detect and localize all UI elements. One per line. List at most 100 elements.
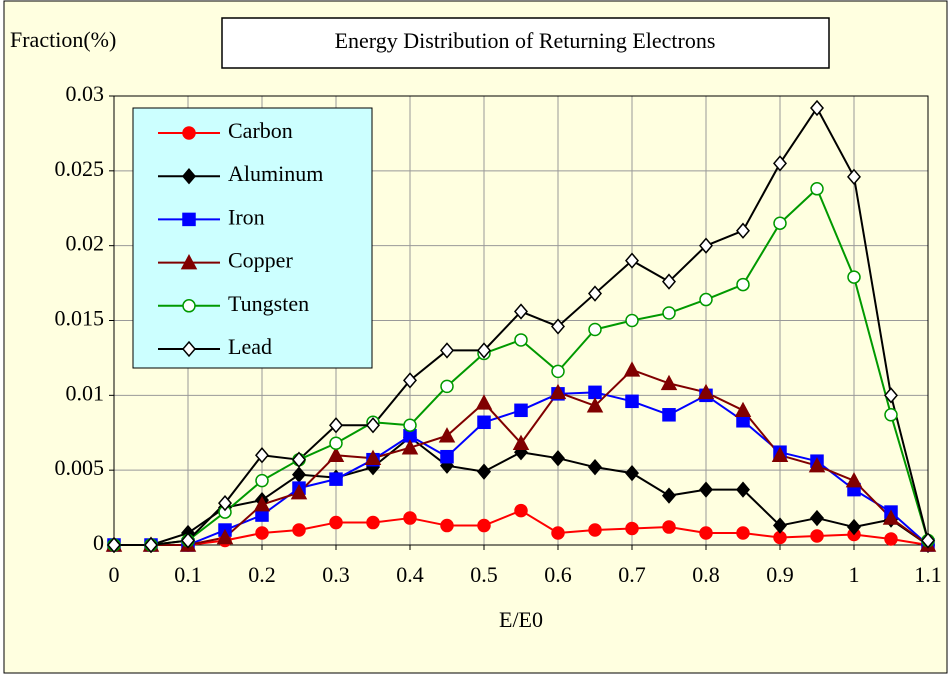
- marker: [327, 446, 345, 462]
- y-tick-label: 0.025: [55, 156, 105, 181]
- marker: [292, 451, 306, 468]
- x-tick-label: 0.6: [544, 562, 572, 587]
- title-box: [221, 17, 830, 69]
- legend-entries: Carbon Aluminum Iron Copper Tungsten Lead: [158, 118, 323, 359]
- marker: [662, 273, 676, 290]
- legend-label: Aluminum: [228, 161, 323, 186]
- marker: [845, 472, 863, 488]
- legend-label: Tungsten: [228, 291, 309, 316]
- x-tick-label: 0.5: [470, 562, 498, 587]
- marker: [773, 155, 787, 172]
- marker: [588, 385, 602, 400]
- marker: [182, 340, 196, 358]
- marker: [699, 237, 713, 254]
- marker: [884, 408, 898, 422]
- marker: [292, 523, 306, 537]
- y-tick-label: 0: [93, 530, 104, 555]
- x-tick-label: 1.1: [914, 562, 942, 587]
- marker: [255, 447, 269, 464]
- marker: [216, 528, 234, 545]
- x-tick-label: 0: [109, 562, 120, 587]
- marker: [662, 520, 676, 534]
- marker: [440, 342, 454, 359]
- y-tick-label: 0.015: [55, 306, 105, 331]
- marker: [366, 417, 380, 434]
- marker: [364, 449, 382, 465]
- marker: [810, 509, 824, 527]
- marker: [588, 285, 602, 302]
- marker: [403, 418, 417, 433]
- marker: [514, 303, 528, 320]
- marker: [514, 333, 528, 347]
- marker: [475, 394, 493, 410]
- marker: [551, 450, 565, 467]
- marker: [625, 465, 639, 482]
- marker: [477, 518, 491, 533]
- marker: [699, 292, 713, 307]
- marker: [255, 473, 269, 488]
- marker: [477, 463, 491, 480]
- legend-label: Carbon: [228, 118, 293, 143]
- marker: [586, 397, 604, 413]
- marker: [662, 408, 676, 422]
- marker: [734, 401, 752, 418]
- marker: [218, 494, 232, 512]
- marker: [736, 526, 750, 540]
- marker: [551, 526, 565, 540]
- marker: [625, 313, 639, 328]
- marker: [182, 299, 196, 313]
- marker: [549, 383, 567, 400]
- marker: [255, 526, 269, 540]
- marker: [514, 503, 528, 518]
- x-tick-label: 0.2: [248, 562, 276, 587]
- marker: [403, 372, 417, 389]
- marker: [329, 515, 343, 530]
- marker: [810, 99, 824, 117]
- marker: [847, 518, 861, 536]
- marker: [144, 536, 158, 554]
- x-tick-label: 0.4: [396, 562, 424, 587]
- marker: [403, 511, 417, 525]
- marker: [736, 481, 750, 498]
- marker: [847, 270, 861, 284]
- marker: [771, 446, 789, 462]
- marker: [438, 427, 456, 443]
- x-tick-label: 1: [849, 562, 860, 587]
- marker: [107, 536, 121, 554]
- marker: [588, 523, 602, 537]
- marker: [623, 361, 641, 377]
- marker: [440, 518, 454, 533]
- marker: [329, 417, 343, 434]
- marker: [773, 216, 787, 230]
- marker: [514, 403, 528, 418]
- marker: [697, 383, 715, 400]
- marker: [366, 515, 380, 530]
- marker: [588, 459, 602, 476]
- y-tick-label: 0.02: [66, 231, 105, 256]
- legend-label: Lead: [228, 334, 272, 359]
- x-tick-label: 0.7: [618, 562, 646, 587]
- y-tick-label: 0.005: [55, 455, 105, 480]
- x-tick-label: 0.9: [766, 562, 794, 587]
- marker: [551, 364, 565, 379]
- marker: [180, 254, 198, 270]
- marker: [921, 532, 935, 549]
- marker: [440, 379, 454, 394]
- marker: [401, 439, 419, 455]
- x-axis-label: E/E0: [499, 607, 543, 632]
- marker: [660, 374, 678, 391]
- marker: [736, 277, 750, 292]
- legend: [132, 107, 373, 369]
- marker: [512, 434, 530, 450]
- marker: [290, 484, 308, 500]
- marker: [440, 449, 454, 464]
- marker: [477, 342, 491, 359]
- marker: [477, 415, 491, 430]
- plot: [105, 99, 937, 554]
- plot-frame: [113, 95, 929, 546]
- marker: [810, 529, 824, 543]
- marker: [810, 182, 824, 196]
- marker: [736, 222, 750, 239]
